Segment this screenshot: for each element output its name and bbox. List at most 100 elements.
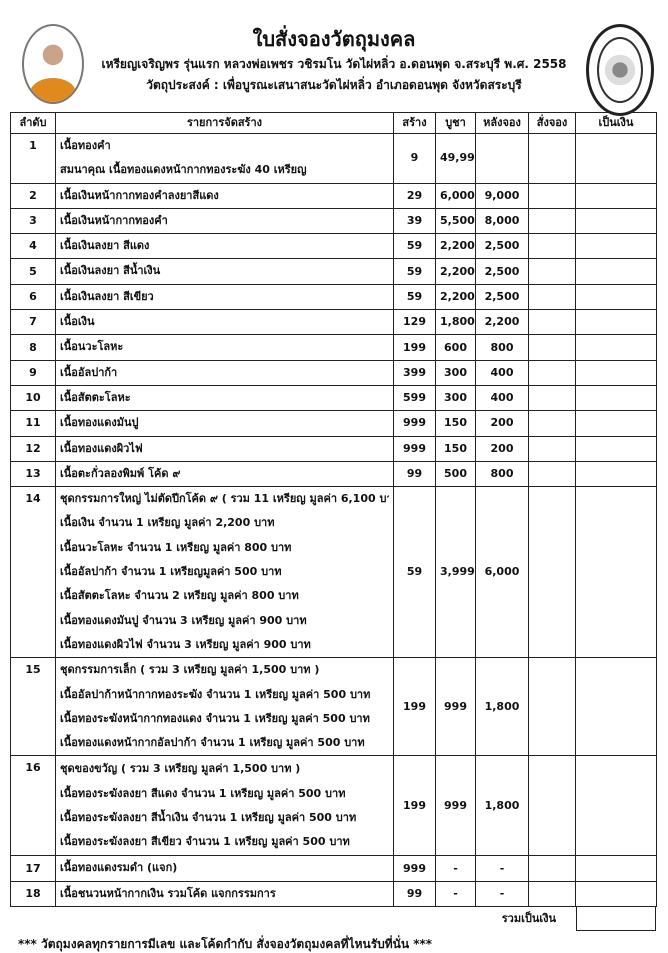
- item-line: เนื้อทองระฆังลงยา สีเขียว จำนวน 1 เหรียญ…: [60, 835, 350, 849]
- price: 300: [435, 384, 476, 412]
- item-line: ชุดของขวัญ ( รวม 3 เหรียญ มูลค่า 1,500 บ…: [60, 762, 301, 776]
- row-number: 5: [10, 258, 56, 285]
- price: 6,000: [435, 182, 476, 209]
- price: 1,800: [435, 309, 476, 336]
- item-description: เนื้อนวะโลหะ: [55, 334, 394, 361]
- item-description: เนื้อทองแดงผิวไฟ: [55, 435, 394, 462]
- price: -: [435, 880, 476, 908]
- price: 2,200: [435, 233, 476, 260]
- purpose-text: วัตถุประสงค์ : เพื่อบูรณะเสนาสนะวัดไผ่หล…: [146, 78, 522, 92]
- item-line: เนื้ออัลปาก้า: [60, 365, 118, 379]
- order-qty-field[interactable]: [528, 207, 576, 235]
- row-number: 10: [10, 384, 56, 412]
- amount-field[interactable]: [575, 258, 657, 285]
- order-qty-field[interactable]: [528, 283, 576, 311]
- amount-field[interactable]: [575, 855, 657, 882]
- order-qty-field[interactable]: [528, 133, 576, 184]
- amount-field[interactable]: [575, 410, 657, 437]
- row-number: 18: [10, 880, 56, 908]
- price: 600: [435, 334, 476, 361]
- amount-field[interactable]: [575, 755, 657, 857]
- after-order-price: 800: [475, 334, 529, 361]
- total-row: รวมเป็นเงิน: [0, 907, 656, 932]
- amount-field[interactable]: [575, 182, 657, 209]
- table-row: 3 เนื้อเงินหน้ากากทองคำ 39 5,500 8,000: [10, 207, 657, 235]
- item-line: เนื้อทองระฆังลงยา สีแดง จำนวน 1 เหรียญ ม…: [60, 786, 346, 800]
- amount-field[interactable]: [575, 880, 657, 908]
- table-row: 9 เนื้ออัลปาก้า 399 300 400: [10, 359, 657, 386]
- order-qty-field[interactable]: [528, 359, 576, 386]
- order-qty-field[interactable]: [528, 460, 576, 488]
- item-line: เนื้ออัลปาก้าหน้ากากทองระฆัง จำนวน 1 เหร…: [60, 687, 371, 701]
- item-description: เนื้อเงินหน้ากากทองคำลงยาสีแดง: [55, 182, 394, 209]
- amount-field[interactable]: [575, 133, 657, 184]
- order-qty-field[interactable]: [528, 233, 576, 260]
- amount-field[interactable]: [575, 657, 657, 757]
- col-header-order: สั่งจอง: [528, 112, 576, 134]
- made-count: 599: [393, 384, 436, 412]
- order-qty-field[interactable]: [528, 410, 576, 437]
- row-number: 13: [10, 460, 56, 488]
- made-count: 99: [393, 460, 436, 488]
- table-row: 17 เนื้อทองแดงรมดำ (แจก) 999- -: [10, 855, 657, 882]
- order-qty-field[interactable]: [528, 182, 576, 209]
- col-header-amount: เป็นเงิน: [575, 112, 657, 134]
- item-line: เนื้อทองระฆังลงยา สีน้ำเงิน จำนวน 1 เหรี…: [60, 810, 357, 824]
- order-qty-field[interactable]: [528, 435, 576, 462]
- table-row: 2 เนื้อเงินหน้ากากทองคำลงยาสีแดง 29 6,000 9,…: [10, 182, 657, 209]
- item-description: เนื้อเงิน: [55, 309, 394, 336]
- made-count: 999: [393, 410, 436, 437]
- order-qty-field[interactable]: [528, 657, 576, 757]
- page-title: ใบสั่งจองวัตถุมงคล: [252, 27, 416, 51]
- row-number: 4: [10, 233, 56, 260]
- order-qty-field[interactable]: [528, 309, 576, 336]
- row-number: 15: [10, 657, 56, 757]
- made-count: 9: [393, 133, 436, 184]
- amount-field[interactable]: [575, 486, 657, 659]
- after-order-price: -: [475, 880, 529, 908]
- row-number: 12: [10, 435, 56, 462]
- order-qty-field[interactable]: [528, 855, 576, 882]
- amount-field[interactable]: [575, 460, 657, 488]
- order-qty-field[interactable]: [528, 384, 576, 412]
- price: 999: [435, 657, 476, 757]
- made-count: 199: [393, 755, 436, 857]
- row-number: 9: [10, 359, 56, 386]
- table-row: 12 เนื้อทองแดงผิวไฟ 999 150 200: [10, 435, 657, 462]
- amount-field[interactable]: [575, 435, 657, 462]
- table-row: 14 ชุดกรรมการใหญ่ ไม่ตัดปีกโค้ด ๙ ( รวม 1…: [10, 486, 657, 659]
- after-order-price: 400: [475, 359, 529, 386]
- subtitle: เหรียญเจริญพร รุ่นแรก หลวงพ่อเพชร วชิรมโ…: [101, 57, 567, 71]
- price: 999: [435, 755, 476, 857]
- total-amount-field[interactable]: [576, 907, 656, 932]
- made-count: 129: [393, 309, 436, 336]
- medal-image: [586, 24, 654, 116]
- after-order-price: 200: [475, 410, 529, 437]
- order-qty-field[interactable]: [528, 755, 576, 857]
- order-qty-field[interactable]: [528, 486, 576, 659]
- col-header-price: บูชา: [435, 112, 476, 134]
- amount-field[interactable]: [575, 334, 657, 361]
- after-order-price: 1,800: [475, 755, 529, 857]
- amount-field[interactable]: [575, 384, 657, 412]
- made-count: 999: [393, 855, 436, 882]
- after-order-price: 800: [475, 460, 529, 488]
- price: 500: [435, 460, 476, 488]
- order-qty-field[interactable]: [528, 880, 576, 908]
- order-qty-field[interactable]: [528, 334, 576, 361]
- made-count: 199: [393, 334, 436, 361]
- table-row: 8 เนื้อนวะโลหะ 199 600 800: [10, 334, 657, 361]
- row-number: 17: [10, 855, 56, 882]
- amount-field[interactable]: [575, 283, 657, 311]
- item-line: เนื้อทองแดงมันปู จำนวน 3 เหรียญ มูลค่า 9…: [60, 613, 307, 627]
- item-line: เนื้ออัลปาก้า จำนวน 1 เหรียญมูลค่า 500 บ…: [60, 565, 282, 579]
- amount-field[interactable]: [575, 207, 657, 235]
- amount-field[interactable]: [575, 309, 657, 336]
- item-description: ชุดกรรมการใหญ่ ไม่ตัดปีกโค้ด ๙ ( รวม 11 …: [55, 486, 394, 659]
- order-qty-field[interactable]: [528, 258, 576, 285]
- col-header-item: รายการจัดสร้าง: [55, 112, 394, 134]
- after-order-price: 2,500: [475, 233, 529, 260]
- amount-field[interactable]: [575, 359, 657, 386]
- amount-field[interactable]: [575, 233, 657, 260]
- item-line: เนื้อเงินลงยา สีน้ำเงิน: [60, 264, 161, 278]
